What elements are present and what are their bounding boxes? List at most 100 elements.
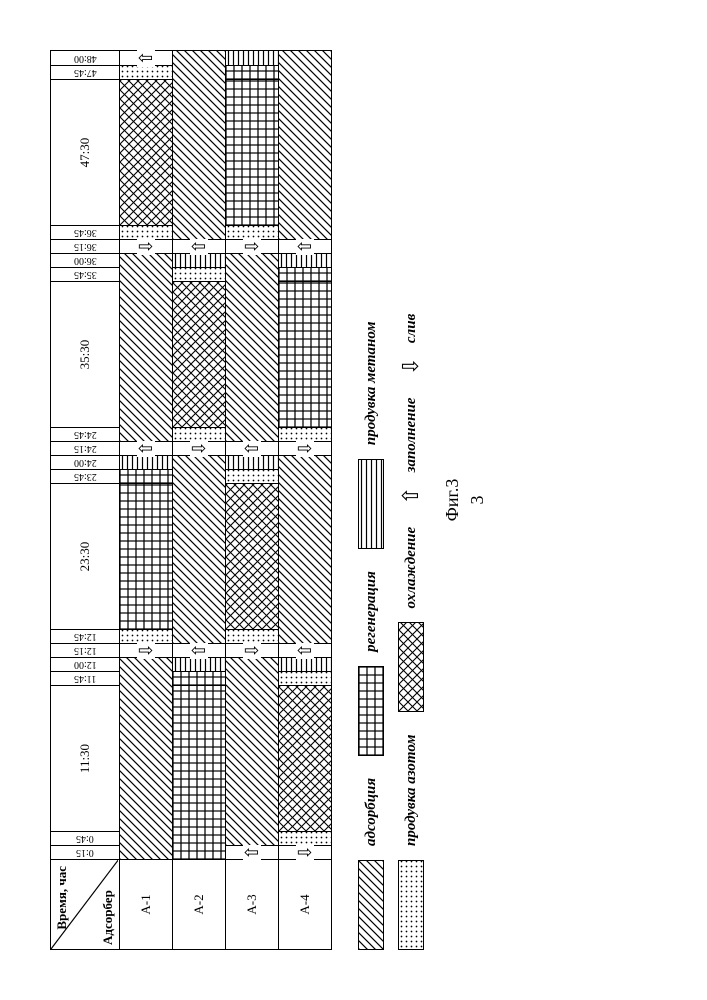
segment-ads <box>173 455 225 643</box>
time-label: 23:45 <box>74 472 97 482</box>
time-label: 47:45 <box>74 68 97 78</box>
legend-swatch <box>358 860 384 950</box>
segment-purgeN <box>120 629 172 643</box>
time-label: 24:00 <box>74 458 97 468</box>
legend-item-regen: регенерация <box>358 571 384 756</box>
segment-drain: ⇩ <box>120 239 172 253</box>
time-label: 48:00 <box>74 53 97 63</box>
fill-arrow-icon: ⇧ <box>243 440 261 457</box>
segment-fill: ⇧ <box>226 845 278 859</box>
time-column: 23:45 <box>51 469 119 483</box>
segment-ads <box>226 657 278 845</box>
legend-arrow-icon: ⇧ <box>398 486 424 504</box>
segment-regen <box>120 469 172 483</box>
legend-item-drain: ⇩слив <box>398 314 424 376</box>
segment-fill: ⇧ <box>279 643 331 657</box>
adsorber-row: А-3⇧⇩⇧⇩ <box>226 51 279 949</box>
time-label: 11:45 <box>74 674 96 684</box>
row-track: ⇧ ⇩ ⇧ <box>173 51 225 859</box>
time-label: 0:15 <box>76 848 94 858</box>
fill-arrow-icon: ⇧ <box>243 844 261 861</box>
segment-regen <box>279 281 331 427</box>
time-column: 35:30 <box>51 281 119 427</box>
legend-row: адсорбция регенерация продувка метаном <box>358 50 384 950</box>
segment-purgeM <box>173 253 225 267</box>
time-column: 12:45 <box>51 629 119 643</box>
row-track: ⇩⇧⇩⇧ <box>279 51 331 859</box>
segment-ads <box>120 253 172 441</box>
time-label: 12:15 <box>74 646 97 656</box>
segment-purgeN <box>226 629 278 643</box>
segment-regen <box>226 65 278 79</box>
chart-rows: А-1⇩⇧⇩⇧А-2⇧⇩⇧А-3⇧⇩⇧⇩А-4⇩⇧⇩⇧ <box>120 51 331 949</box>
segment-drain: ⇩ <box>173 441 225 455</box>
time-label: 36:45 <box>74 228 97 238</box>
row-label: А-4 <box>279 859 331 949</box>
header-time-label: Время, час <box>54 866 70 930</box>
row-track: ⇧⇩⇧⇩ <box>226 51 278 859</box>
header-adsorber-label: Адсорбер <box>100 890 116 945</box>
fill-arrow-icon: ⇧ <box>137 49 155 66</box>
segment-ads <box>173 51 225 239</box>
time-column: 24:15 <box>51 441 119 455</box>
header-diagonal-cell: Время, час Адсорбер <box>51 859 119 949</box>
segment-cool <box>120 79 172 225</box>
drain-arrow-icon: ⇩ <box>296 440 314 457</box>
segment-ads <box>226 253 278 441</box>
diagram-canvas: Время, час Адсорбер 0:150:4511:3011:4512… <box>50 50 650 950</box>
legend-item-purgeN: продувка азотом <box>398 734 424 950</box>
legend-label: продувка метаном <box>363 321 380 445</box>
legend-swatch <box>358 459 384 549</box>
segment-cool <box>226 483 278 629</box>
segment-regen <box>226 79 278 225</box>
legend-arrow-icon: ⇩ <box>398 357 424 375</box>
segment-purgeM <box>120 455 172 469</box>
time-column: 12:15 <box>51 643 119 657</box>
time-column: 24:00 <box>51 455 119 469</box>
legend-swatch <box>358 666 384 756</box>
header-row: Время, час Адсорбер 0:150:4511:3011:4512… <box>51 51 120 949</box>
segment-drain: ⇩ <box>120 643 172 657</box>
legend-item-cool: охлаждение <box>398 527 424 713</box>
segment-purgeN <box>279 427 331 441</box>
adsorber-row: А-4⇩⇧⇩⇧ <box>279 51 331 949</box>
segment-fill: ⇧ <box>279 239 331 253</box>
row-label: А-1 <box>120 859 172 949</box>
legend-item-fill: ⇧заполнение <box>398 398 424 505</box>
segment-ads <box>279 455 331 643</box>
segment-purgeM <box>279 253 331 267</box>
fill-arrow-icon: ⇧ <box>137 440 155 457</box>
segment-purgeN <box>120 65 172 79</box>
time-column: 35:45 <box>51 267 119 281</box>
time-column: 47:30 <box>51 79 119 225</box>
segment-purgeN <box>173 427 225 441</box>
fill-arrow-icon: ⇧ <box>296 238 314 255</box>
segment-purgeM <box>226 455 278 469</box>
drain-arrow-icon: ⇩ <box>243 238 261 255</box>
segment-fill: ⇧ <box>173 643 225 657</box>
time-label: 24:45 <box>74 430 97 440</box>
time-column: 11:45 <box>51 671 119 685</box>
segment-regen <box>173 671 225 685</box>
segment-purgeN <box>120 225 172 239</box>
fill-arrow-icon: ⇧ <box>190 238 208 255</box>
time-column: 12:00 <box>51 657 119 671</box>
legend-label: адсорбция <box>363 778 380 846</box>
legend-swatch <box>398 622 424 712</box>
adsorber-row: А-2⇧⇩⇧ <box>173 51 226 949</box>
segment-fill: ⇧ <box>173 239 225 253</box>
row-label: А-3 <box>226 859 278 949</box>
fill-arrow-icon: ⇧ <box>296 642 314 659</box>
legend-item-purgeM: продувка метаном <box>358 321 384 549</box>
legend-label: регенерация <box>363 571 380 652</box>
fill-arrow-icon: ⇧ <box>190 642 208 659</box>
adsorber-row: А-1 ⇩ ⇧ ⇩ ⇧ <box>120 51 173 949</box>
time-column: 11:30 <box>51 685 119 831</box>
time-column: 36:00 <box>51 253 119 267</box>
time-label: 23:30 <box>77 542 93 572</box>
segment-purgeN <box>279 831 331 845</box>
segment-cool <box>173 281 225 427</box>
legend-swatch <box>398 860 424 950</box>
time-column: 36:15 <box>51 239 119 253</box>
time-label: 35:45 <box>74 270 97 280</box>
